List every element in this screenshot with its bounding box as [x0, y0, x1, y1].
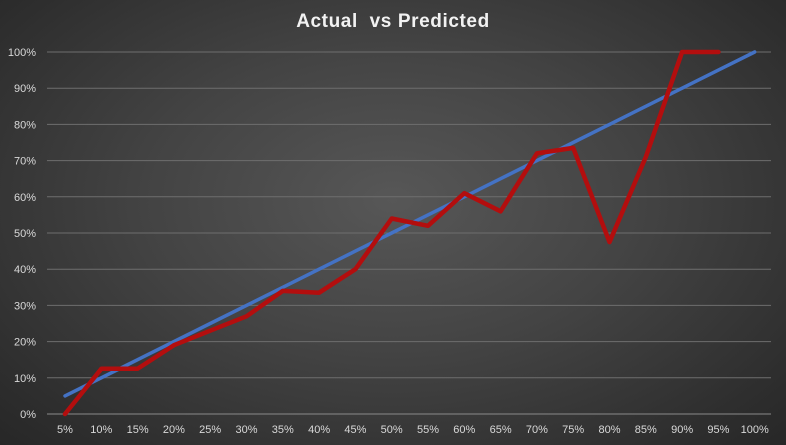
actual-series-line: [62, 49, 721, 417]
y-tick-label: 60%: [14, 192, 36, 204]
x-tick-label: 70%: [526, 424, 548, 436]
x-tick-label: 15%: [127, 424, 149, 436]
series-lines: [62, 49, 757, 417]
y-tick-label: 30%: [14, 300, 36, 312]
x-tick-label: 25%: [199, 424, 221, 436]
chart-title: Actual vs Predicted: [296, 11, 490, 32]
x-axis-tick-labels: 5% 10% 15% 20% 25% 30% 35% 40% 45% 50% 55% 60% 65% 70…: [57, 424, 769, 436]
y-tick-label: 70%: [14, 156, 36, 168]
x-tick-label: 75%: [562, 424, 584, 436]
x-tick-label: 40%: [308, 424, 330, 436]
gridlines: [47, 51, 771, 415]
x-tick-label: 95%: [707, 424, 729, 436]
y-tick-label: 100%: [8, 47, 36, 59]
y-tick-label: 0%: [20, 409, 36, 421]
x-tick-label: 5%: [57, 424, 73, 436]
x-tick-label: 85%: [635, 424, 657, 436]
y-tick-label: 40%: [14, 264, 36, 276]
y-tick-label: 20%: [14, 337, 36, 349]
x-tick-label: 30%: [235, 424, 257, 436]
x-tick-label: 20%: [163, 424, 185, 436]
x-tick-label: 100%: [741, 424, 769, 436]
y-tick-label: 80%: [14, 119, 36, 131]
x-tick-label: 35%: [272, 424, 294, 436]
x-tick-label: 90%: [671, 424, 693, 436]
x-tick-label: 60%: [453, 424, 475, 436]
x-tick-label: 80%: [598, 424, 620, 436]
y-tick-label: 10%: [14, 373, 36, 385]
x-tick-label: 55%: [417, 424, 439, 436]
y-tick-label: 90%: [14, 83, 36, 95]
y-tick-label: 50%: [14, 228, 36, 240]
x-tick-label: 10%: [90, 424, 112, 436]
y-axis-tick-labels: 0% 10% 20% 30% 40% 50% 60% 70% 80% 90% 100%: [8, 47, 36, 421]
x-tick-label: 65%: [490, 424, 512, 436]
x-tick-label: 50%: [381, 424, 403, 436]
x-tick-label: 45%: [344, 424, 366, 436]
